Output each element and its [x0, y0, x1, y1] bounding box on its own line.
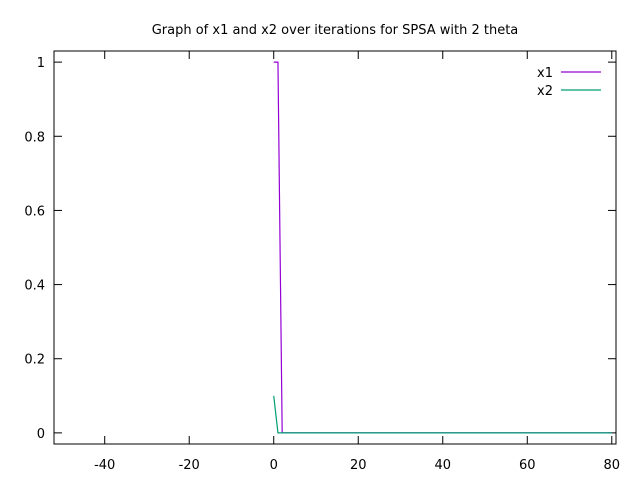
series-line-x1 [273, 61, 612, 434]
y-tick-label: 0.8 [24, 130, 45, 145]
x-tick-label: 60 [519, 458, 536, 473]
x-tick-label: -20 [179, 458, 200, 473]
y-tick-label: 0.2 [24, 353, 45, 368]
x-tick-label: 40 [434, 458, 451, 473]
series-line-x2 [273, 395, 612, 434]
series-lines [273, 61, 612, 434]
y-tick-label: 0 [37, 427, 45, 442]
plot-frame [53, 50, 617, 445]
x-tick-label: 0 [270, 458, 278, 473]
y-tick-label: 0.4 [24, 279, 45, 294]
axes: -40 -20 0 20 40 60 80 0 0.2 0.4 0.6 0.8 1 [24, 51, 620, 473]
x-tick-label: 20 [350, 458, 367, 473]
x-tick-label: 80 [604, 458, 621, 473]
legend-label-x2: x2 [537, 84, 553, 99]
y-tick-label: 0.6 [24, 204, 45, 219]
x-tick-label: -40 [94, 458, 115, 473]
chart-title: Graph of x1 and x2 over iterations for S… [152, 23, 519, 38]
legend-label-x1: x1 [537, 66, 553, 81]
y-tick-label: 1 [37, 56, 45, 71]
